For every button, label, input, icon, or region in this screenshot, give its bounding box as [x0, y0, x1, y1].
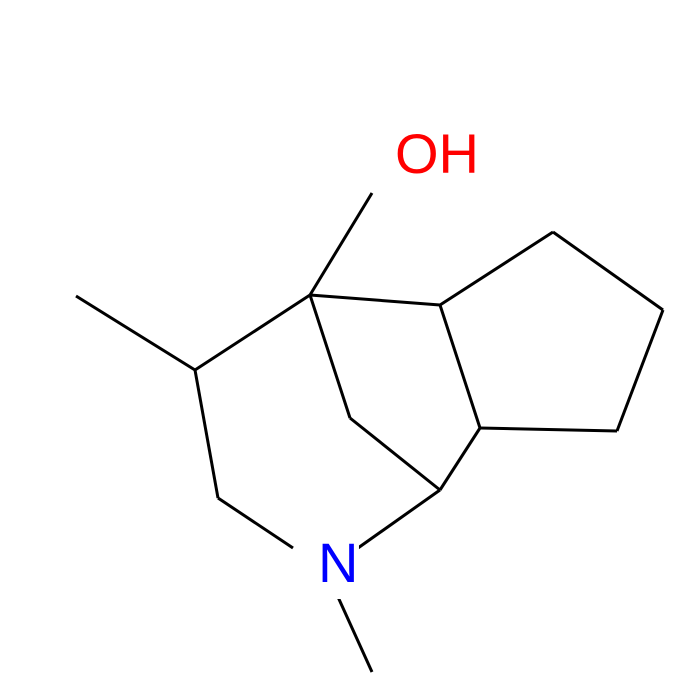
bond	[617, 310, 663, 431]
bond	[218, 498, 293, 548]
o-atom-label: OH	[395, 122, 479, 185]
bond	[350, 418, 440, 490]
bond	[195, 370, 218, 498]
bond	[480, 428, 617, 431]
bond	[440, 428, 480, 490]
molecule-diagram: OH N	[0, 0, 700, 700]
bond	[338, 597, 372, 672]
atoms-group: OH N	[314, 122, 479, 599]
bond	[76, 296, 195, 370]
bond	[310, 295, 440, 305]
n-atom-label: N	[318, 531, 358, 594]
bond	[358, 490, 440, 548]
bond	[553, 232, 663, 310]
bond	[195, 295, 310, 370]
bonds-group	[76, 193, 663, 672]
bond	[440, 232, 553, 305]
bond	[440, 305, 480, 428]
bond	[310, 193, 372, 295]
bond	[310, 295, 350, 418]
